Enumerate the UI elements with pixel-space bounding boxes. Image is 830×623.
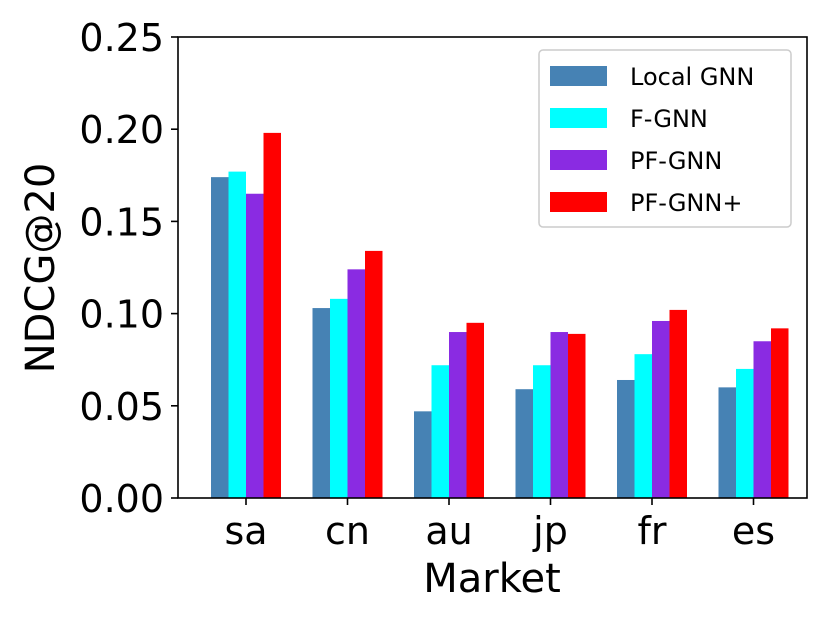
legend: Local GNN F-GNN PF-GNN PF-GNN+ (538, 49, 792, 228)
y-axis: 0.00 0.05 0.10 0.15 0.20 0.25 (79, 16, 178, 521)
bar-jp-pf-gnn- (568, 333, 586, 498)
legend-label: Local GNN (630, 63, 754, 91)
legend-label: PF-GNN (630, 147, 722, 175)
x-tick-label: jp (532, 509, 568, 553)
bar-es-local-gnn (718, 387, 736, 498)
bar-sa-f-gnn (228, 171, 246, 498)
x-tick-label: es (732, 509, 775, 553)
bar-es-pf-gnn- (771, 328, 789, 498)
x-tick-label: cn (325, 509, 370, 553)
legend-swatch (550, 66, 607, 86)
legend-swatch (550, 108, 607, 128)
bar-jp-f-gnn (533, 365, 551, 498)
bar-sa-pf-gnn (246, 193, 264, 499)
bar-cn-local-gnn (312, 308, 330, 498)
plot-frame (177, 36, 808, 499)
bar-sa-local-gnn (211, 177, 229, 499)
y-tick-label: 0.00 (79, 477, 164, 521)
bar-fr-pf-gnn- (669, 309, 687, 498)
bar-jp-pf-gnn (550, 332, 568, 498)
bar-cn-pf-gnn- (365, 250, 383, 498)
bar-au-pf-gnn- (466, 322, 484, 498)
legend-swatch (550, 150, 607, 170)
legend-label: PF-GNN+ (630, 189, 742, 217)
legend-swatch (550, 192, 607, 212)
bar-fr-f-gnn (634, 354, 652, 498)
bar-fr-local-gnn (617, 379, 635, 498)
bar-sa-pf-gnn- (263, 132, 281, 498)
x-tick-label: fr (637, 509, 666, 553)
bar-cn-f-gnn (330, 298, 348, 498)
bar-jp-local-gnn (515, 389, 533, 498)
y-tick-label: 0.10 (79, 293, 164, 337)
y-tick-label: 0.20 (79, 108, 164, 152)
bar-au-pf-gnn (449, 332, 467, 498)
bar-fr-pf-gnn (652, 320, 670, 498)
bar-au-local-gnn (414, 411, 432, 498)
legend-label: F-GNN (630, 105, 708, 133)
x-tick-label: sa (224, 509, 267, 553)
bar-es-pf-gnn (753, 341, 771, 498)
bar-cn-pf-gnn (347, 269, 365, 498)
bar-es-f-gnn (736, 368, 754, 498)
x-tick-label: au (425, 509, 472, 553)
x-axis-label: Market (423, 556, 561, 602)
bar-au-f-gnn (431, 365, 449, 498)
y-axis-label: NDCG@20 (18, 163, 64, 374)
y-tick-label: 0.25 (79, 16, 164, 60)
x-axis: sa cn au jp fr es (224, 498, 775, 553)
plot-area (211, 132, 789, 499)
legend-box (538, 49, 792, 228)
y-tick-label: 0.05 (79, 385, 164, 429)
y-tick-label: 0.15 (79, 200, 164, 244)
